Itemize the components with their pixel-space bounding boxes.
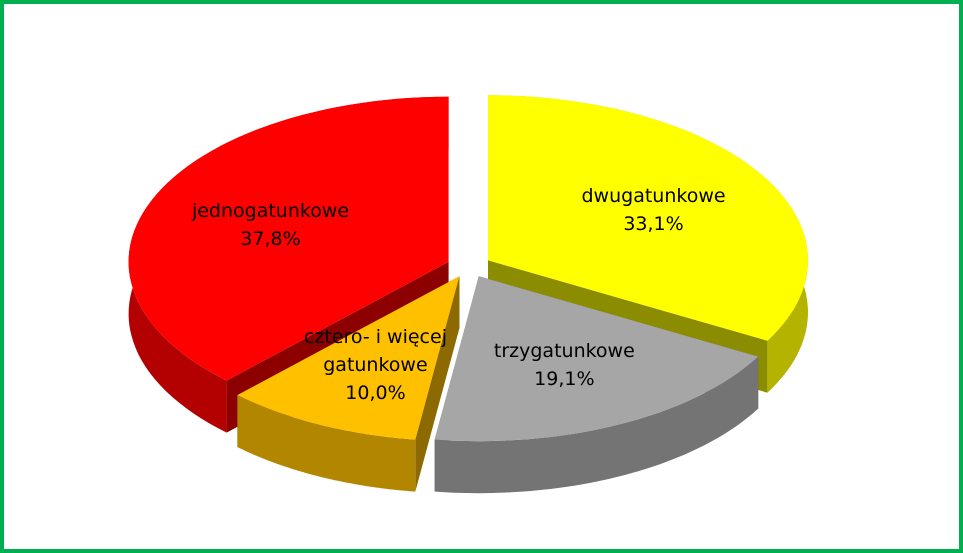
slice-value-label: 33,1%: [623, 213, 684, 236]
data-label: cztero- i więcej gatunkowe 10,0%: [275, 323, 475, 407]
data-label: dwugatunkowe 33,1%: [554, 182, 754, 238]
data-label: jednogatunkowe 37,8%: [171, 197, 371, 253]
slice-category-label: dwugatunkowe: [581, 185, 726, 208]
slice: [488, 95, 808, 341]
slice-value-label: 37,8%: [240, 227, 301, 250]
slice-category-label: cztero- i więcej gatunkowe: [303, 326, 447, 377]
slice-value-label: 10,0%: [345, 382, 406, 405]
slice: [128, 96, 449, 381]
data-label: trzygatunkowe 19,1%: [464, 337, 664, 393]
slice-side: [237, 395, 416, 492]
slice-value-label: 19,1%: [534, 367, 595, 390]
slice-side: [434, 356, 759, 494]
slice: [434, 276, 759, 442]
chart: [128, 95, 808, 494]
slice-category-label: jednogatunkowe: [191, 199, 350, 222]
slice-category-label: trzygatunkowe: [493, 339, 635, 362]
slice: [237, 276, 460, 440]
